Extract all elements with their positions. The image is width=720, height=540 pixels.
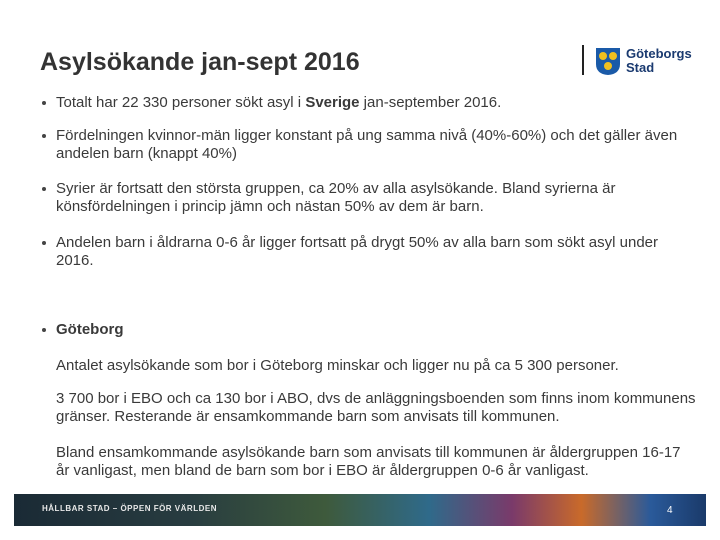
logo-divider xyxy=(582,45,584,75)
slide-title: Asylsökande jan-sept 2016 xyxy=(40,48,360,76)
bullet: Andelen barn i åldrarna 0-6 år ligger fo… xyxy=(56,234,658,269)
logo-line: Göteborgs xyxy=(626,46,692,61)
emphasis: Sverige xyxy=(305,94,360,111)
text: jan-september 2016. xyxy=(359,94,502,111)
paragraph: Antalet asylsökande som bor i Göteborg m… xyxy=(56,357,619,374)
page-number: 4 xyxy=(667,505,673,516)
logo-icon xyxy=(596,48,620,75)
bullet-marker xyxy=(42,134,46,138)
bullet-marker xyxy=(42,101,46,105)
paragraph: Bland ensamkommande asylsökande barn som… xyxy=(56,444,681,479)
logo-text: Göteborgs Stad xyxy=(626,47,692,75)
bullet: Fördelningen kvinnor-män ligger konstant… xyxy=(56,127,678,162)
text: Totalt har 22 330 personer sökt asyl i xyxy=(56,94,306,111)
bullet-marker xyxy=(42,187,46,191)
footer-band xyxy=(14,494,706,526)
paragraph: 3 700 bor i EBO och ca 130 bor i ABO, dv… xyxy=(56,390,696,425)
bullet: Totalt har 22 330 personer sökt asyl i S… xyxy=(56,94,696,112)
bullet-marker xyxy=(42,241,46,245)
footer-slogan: HÅLLBAR STAD – ÖPPEN FÖR VÄRLDEN xyxy=(42,504,217,513)
logo-line: Stad xyxy=(626,60,655,75)
bullet: Syrier är fortsatt den största gruppen, … xyxy=(56,180,616,215)
bullet-marker xyxy=(42,328,46,332)
section-heading: Göteborg xyxy=(56,321,124,338)
